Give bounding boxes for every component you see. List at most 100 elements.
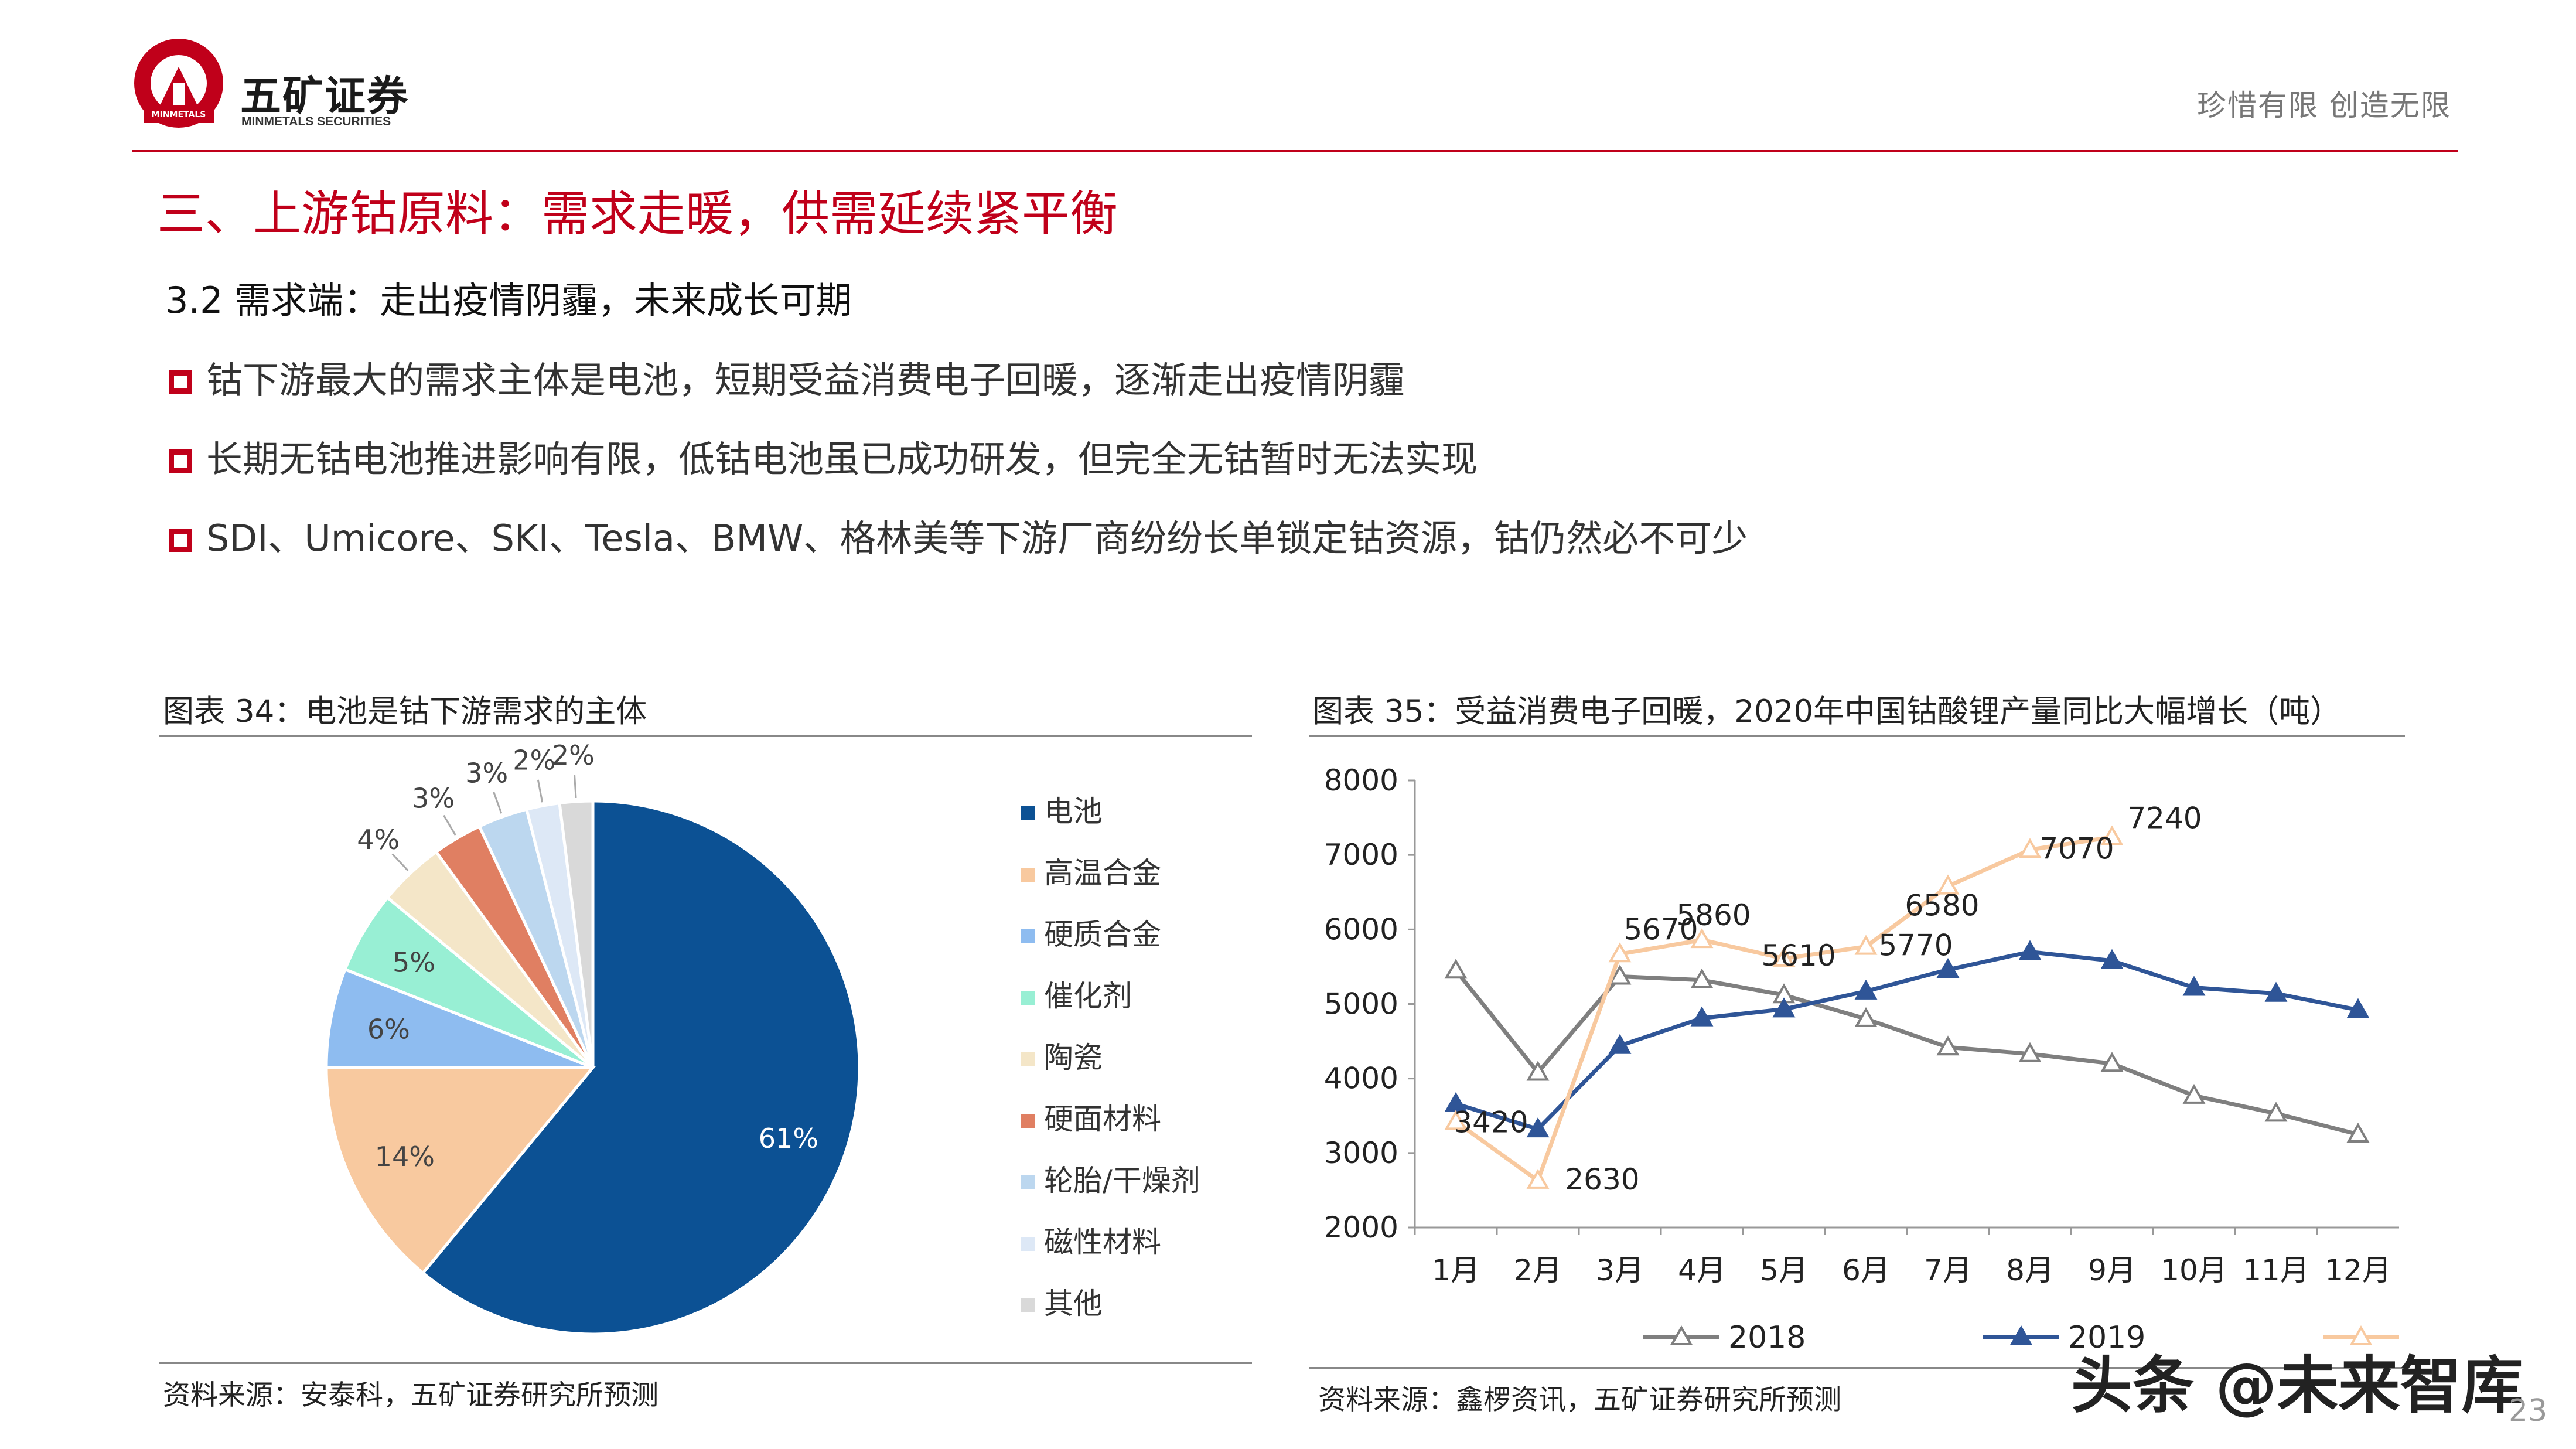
data-point-2019 [2264,981,2288,1002]
legend-label: 2019 [2068,1320,2145,1355]
bullet-text: 钴下游最大的需求主体是电池，短期受益消费电子回暖，逐渐走出疫情阴霾 [206,359,1405,401]
data-point-2018 [2018,1042,2042,1062]
legend-marker [1670,1325,1693,1345]
figure34-title: 图表 34：电池是钴下游需求的主体 [163,694,647,729]
pie-value-label: 5% [393,946,435,978]
x-tick-label: 11月 [2243,1253,2309,1287]
pie-slice [343,895,594,1069]
bullet-square-icon [169,529,192,552]
data-label: 6580 [1905,889,1979,923]
y-tick-label: 4000 [1324,1062,1398,1096]
pie-slice [421,799,861,1336]
sub-title: 3.2 需求端：走出疫情阴霾，未来成长可期 [165,279,852,322]
figure35-top-rule [1309,735,2405,737]
data-point-2019 [1936,957,1960,978]
legend-label: 硬质合金 [1044,918,1161,952]
legend-label: 磁性材料 [1044,1225,1161,1259]
data-label: 7070 [2039,831,2114,865]
pie-value-label: 2% [552,739,595,771]
pie-value-label: 14% [375,1141,435,1172]
data-point-2020 [1444,1110,1468,1130]
data-point-2019 [2100,949,2124,969]
y-tick-label: 3000 [1324,1136,1398,1170]
series-line-2018 [1454,969,2359,1137]
data-point-2019 [1854,979,1878,1000]
data-point-2020 [1690,928,1714,949]
bullet-item: 钴下游最大的需求主体是电池，短期受益消费电子回暖，逐渐走出疫情阴霾 [169,350,1405,403]
logo-text: MINMETALS [152,110,206,120]
data-point-2019 [2182,976,2206,996]
data-point-2019 [1526,1117,1550,1138]
legend-label: 高温合金 [1044,856,1161,890]
pie-value-label: 3% [412,783,455,814]
pie-value-label: 2% [513,744,555,776]
data-label: 2630 [1565,1162,1639,1196]
data-point-2020 [1772,946,1796,967]
x-tick-label: 8月 [2006,1253,2054,1287]
bullet-text: SDI、Umicore、SKI、Tesla、BMW、格林美等下游厂商纷纷长单锁定… [206,517,1748,560]
x-tick-label: 4月 [1678,1253,1726,1287]
legend-marker [2349,1325,2373,1345]
page-number: 23 [2509,1393,2548,1428]
legend-swatch [1021,1298,1035,1312]
pie-value-label: 3% [465,758,508,789]
data-point-2018 [1444,959,1468,979]
data-point-2018 [1608,964,1632,985]
data-label: 5770 [1878,929,1953,963]
pie-value-label: 6% [367,1013,410,1045]
legend-swatch [1021,929,1035,943]
data-point-2020 [2018,838,2042,858]
bullet-item: 长期无钴电池推进影响有限，低钴电池虽已成功研发，但完全无钴暂时无法实现 [169,429,1478,482]
data-point-2019 [1608,1034,1632,1054]
pie-value-label: 4% [357,824,400,855]
data-label: 3420 [1454,1105,1528,1139]
data-point-2018 [2100,1052,2124,1072]
legend-swatch [1021,868,1035,882]
brand-name-cn: 五矿证券 [240,72,409,120]
slogan: 珍惜有限 创造无限 [2197,88,2451,122]
data-point-2018 [1526,1061,1550,1081]
y-tick-label: 8000 [1324,763,1398,797]
brand-name-en: MINMETALS SECURITIES [241,115,391,128]
data-label: 7240 [2127,802,2202,836]
header-divider [132,150,2458,152]
data-label: 5610 [1761,939,1835,973]
pie-value-label: 61% [759,1123,818,1154]
legend-label: 硬面材料 [1044,1102,1161,1136]
legend-label: 催化剂 [1044,979,1132,1013]
pie-slice [325,967,593,1069]
data-point-2020 [2100,825,2124,845]
data-point-2018 [1690,968,1714,988]
figure34-top-rule [159,735,1252,737]
x-tick-label: 6月 [1842,1253,1890,1287]
x-tick-label: 3月 [1596,1253,1644,1287]
x-tick-label: 7月 [1924,1253,1972,1287]
legend-swatch [1021,1052,1035,1066]
bullet-text: 长期无钴电池推进影响有限，低钴电池虽已成功研发，但完全无钴暂时无法实现 [206,438,1478,480]
data-point-2020 [1526,1168,1550,1189]
data-point-2020 [1608,942,1632,963]
data-label: 5670 [1623,912,1698,946]
data-point-2019 [1772,997,1796,1018]
pie-leader-line [391,853,409,871]
pie-slice [325,1066,596,1276]
x-tick-label: 5月 [1760,1253,1808,1287]
pie-slice [558,799,595,1068]
figure34-bottom-rule [159,1362,1252,1364]
data-point-2018 [1854,1007,1878,1027]
data-label: 5860 [1676,898,1751,932]
x-tick-label: 1月 [1432,1253,1480,1287]
pie-leader-line [537,779,544,803]
data-point-2018 [2182,1083,2206,1104]
data-point-2019 [2018,940,2042,960]
figure35-bottom-rule [1309,1367,2405,1369]
legend-label: 2018 [1728,1320,1806,1355]
data-point-2020 [1936,874,1960,895]
legend-label: 陶瓷 [1044,1041,1103,1075]
legend-label: 其他 [1044,1287,1103,1321]
bullet-item: SDI、Umicore、SKI、Tesla、BMW、格林美等下游厂商纷纷长单锁定… [169,509,1748,561]
figure34-source: 资料来源：安泰科，五矿证券研究所预测 [163,1379,658,1412]
legend-label: 电池 [1044,795,1103,829]
figure35-source: 资料来源：鑫椤资讯，五矿证券研究所预测 [1318,1384,1841,1416]
data-point-2018 [2264,1102,2288,1122]
